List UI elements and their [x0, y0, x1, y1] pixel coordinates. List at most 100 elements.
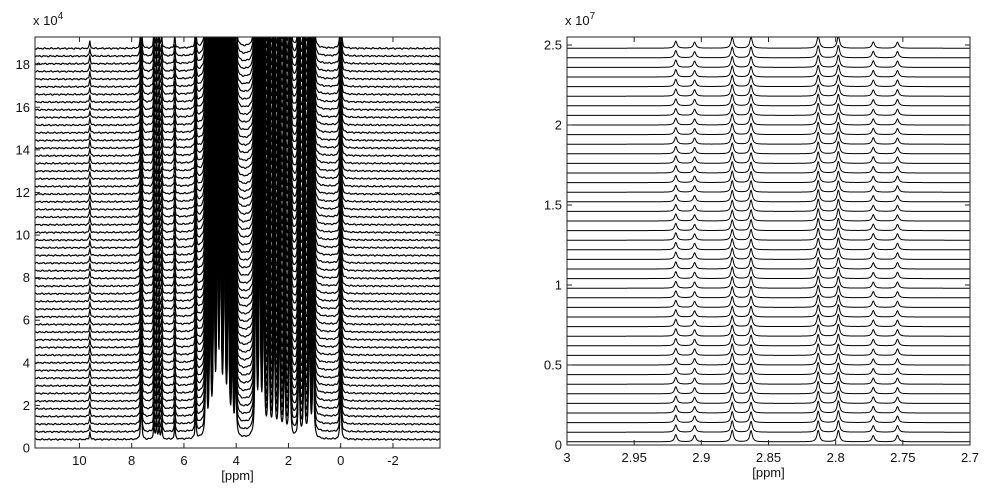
spectrum-trace	[567, 102, 970, 116]
spectrum-trace	[35, 37, 440, 334]
left-axis-ticks: 10 8 6 4 2 0 -2 0 2 4 6 8 10 12 14 16 18	[16, 37, 440, 468]
spectrum-trace	[567, 323, 970, 337]
spectrum-trace	[35, 56, 440, 418]
spectrum-trace	[567, 170, 970, 184]
spectrum-trace	[35, 37, 440, 380]
spectrum-trace	[35, 37, 440, 158]
spectrum-trace	[567, 313, 970, 328]
left-plot-frame	[34, 36, 441, 449]
spectrum-trace	[567, 256, 970, 270]
spectrum-trace	[35, 37, 440, 50]
y-tick-label: 0	[555, 438, 562, 453]
spectrum-trace	[567, 410, 970, 424]
left-y-exponent: x 104	[33, 11, 64, 28]
spectrum-trace	[35, 37, 440, 135]
spectrum-trace	[567, 84, 970, 97]
spectrum-trace	[567, 198, 970, 212]
y-tick-label: 16	[16, 100, 30, 115]
spectrum-trace	[567, 294, 970, 308]
spectrum-trace	[35, 37, 440, 181]
spectrum-trace	[567, 247, 970, 260]
y-tick-label: 4	[23, 355, 30, 370]
right-spectra-panel: 3 2.95 2.9 2.85 2.8 2.75 2.7 0 0.5 1 1.5 2 2.5 x 107…	[544, 11, 979, 480]
x-tick-label: 2.9	[692, 450, 710, 465]
spectrum-trace	[567, 227, 970, 241]
spectrum-trace	[35, 37, 440, 365]
y-tick-label: 0.5	[544, 358, 562, 373]
spectrum-trace	[35, 37, 440, 265]
spectrum-trace	[35, 37, 440, 89]
spectrum-trace	[35, 37, 440, 58]
left-trace-group	[35, 37, 440, 441]
y-tick-label: 6	[23, 313, 30, 328]
spectrum-trace	[35, 37, 440, 196]
spectrum-trace	[567, 380, 970, 395]
y-tick-label: 18	[16, 57, 30, 72]
spectrum-trace	[567, 284, 970, 299]
spectrum-trace	[567, 304, 970, 318]
spectrum-trace	[35, 59, 440, 403]
spectrum-trace	[35, 37, 440, 273]
spectrum-trace	[35, 37, 440, 150]
spectrum-trace	[35, 45, 440, 388]
x-tick-label: 6	[180, 453, 187, 468]
spectrum-trace	[35, 37, 440, 142]
spectrum-trace	[35, 37, 440, 211]
spectrum-trace	[567, 400, 970, 414]
spectrum-trace	[567, 179, 970, 193]
spectrum-trace	[35, 37, 440, 234]
y-tick-label: 14	[16, 142, 30, 157]
spectrum-trace	[567, 44, 970, 59]
spectrum-trace	[567, 217, 970, 232]
x-tick-label: 2.7	[961, 450, 979, 465]
right-y-exponent: x 107	[565, 11, 596, 28]
spectrum-trace	[567, 54, 970, 68]
spectrum-trace	[35, 37, 440, 319]
spectrum-trace	[567, 189, 970, 203]
x-tick-label: -2	[387, 453, 399, 468]
spectrum-trace	[35, 37, 440, 326]
spectrum-trace	[35, 37, 440, 349]
spectrum-trace	[35, 37, 440, 119]
y-tick-label: 2	[555, 118, 562, 133]
spectrum-trace	[35, 37, 440, 242]
right-plot-frame	[566, 36, 971, 446]
x-tick-label: 4	[233, 453, 240, 468]
spectrum-trace	[567, 352, 970, 366]
spectrum-trace	[35, 37, 440, 73]
spectrum-trace	[35, 37, 440, 288]
spectrum-trace	[35, 55, 440, 395]
y-tick-label: 1.5	[544, 198, 562, 213]
spectrum-trace	[567, 131, 970, 145]
spectrum-trace	[567, 64, 970, 78]
spectrum-trace	[567, 371, 970, 385]
x-tick-label: 2	[285, 453, 292, 468]
y-tick-label: 10	[16, 228, 30, 243]
spectrum-trace	[567, 420, 970, 433]
spectrum-trace	[567, 37, 970, 49]
spectrum-trace	[567, 237, 970, 251]
spectrum-trace	[567, 112, 970, 126]
y-tick-label: 2.5	[544, 38, 562, 53]
x-tick-label: 2.85	[756, 450, 781, 465]
x-tick-label: 2.75	[890, 450, 915, 465]
spectrum-trace	[567, 361, 970, 376]
spectrum-trace	[567, 121, 970, 136]
spectrum-trace	[567, 141, 970, 155]
spectrum-trace	[35, 58, 440, 411]
spectrum-trace	[35, 37, 440, 219]
x-tick-label: 3	[563, 450, 570, 465]
x-tick-label: 10	[72, 453, 86, 468]
spectrum-trace	[35, 37, 440, 357]
spectrum-trace	[567, 208, 970, 222]
right-trace-group	[567, 37, 970, 443]
spectrum-trace	[35, 37, 440, 372]
y-tick-label: 1	[555, 278, 562, 293]
x-tick-label: 2.8	[827, 450, 845, 465]
x-tick-label: 8	[128, 453, 135, 468]
spectrum-trace	[35, 37, 440, 66]
spectrum-trace	[35, 37, 440, 227]
spectrum-trace	[567, 390, 970, 404]
spectrum-trace	[567, 333, 970, 347]
